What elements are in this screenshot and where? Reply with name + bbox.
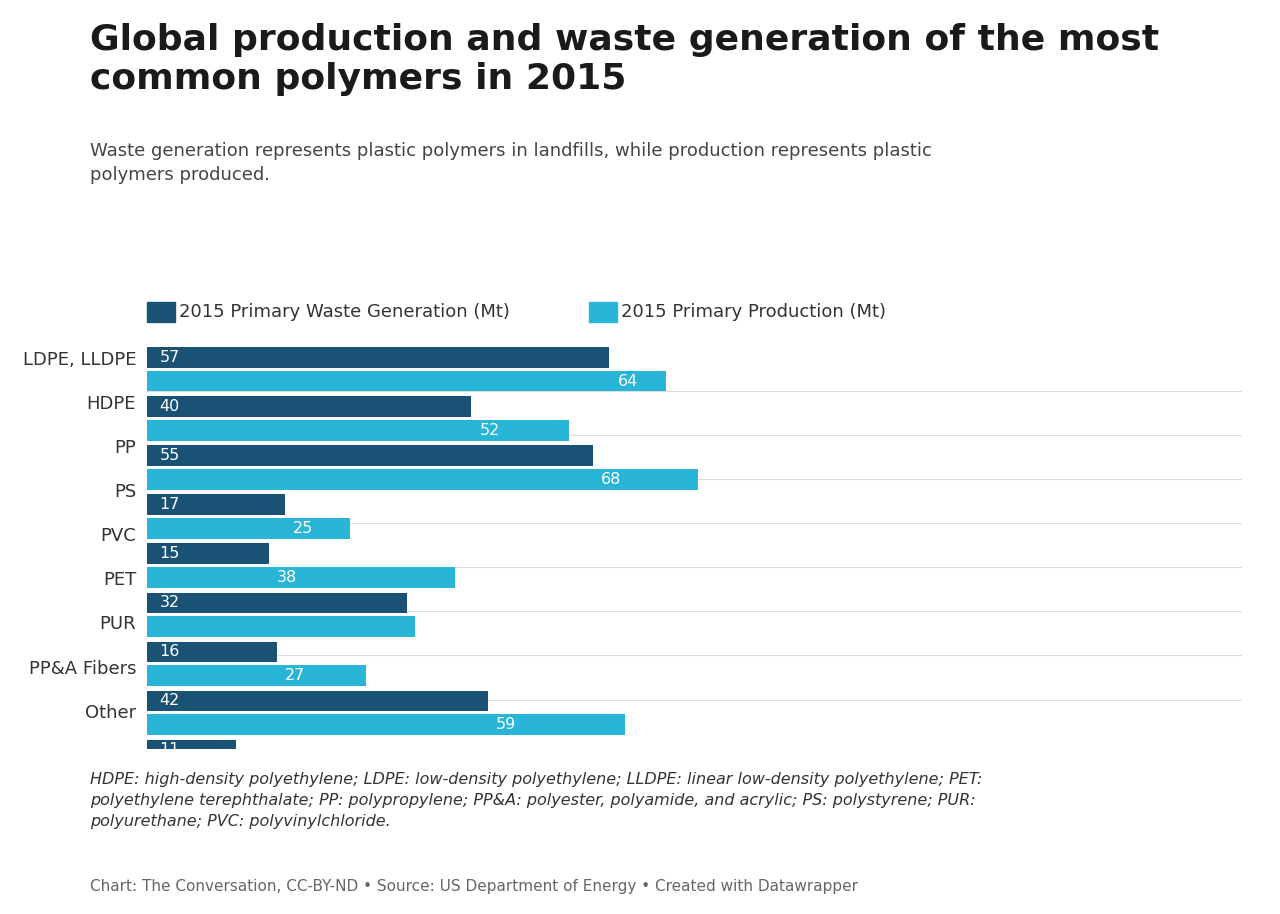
Text: 64: 64 — [617, 374, 637, 388]
Text: 55: 55 — [160, 448, 179, 463]
Text: 32: 32 — [160, 595, 179, 611]
Bar — [147, 616, 415, 637]
Bar — [147, 544, 269, 564]
Text: HDPE: high-density polyethylene; LDPE: low-density polyethylene; LLDPE: linear l: HDPE: high-density polyethylene; LDPE: l… — [90, 772, 982, 829]
Text: 2015 Primary Production (Mt): 2015 Primary Production (Mt) — [621, 303, 886, 321]
Text: Chart: The Conversation, CC-BY-ND • Source: US Department of Energy • Created wi: Chart: The Conversation, CC-BY-ND • Sour… — [90, 879, 858, 894]
Text: 38: 38 — [276, 569, 297, 585]
Bar — [147, 714, 626, 735]
Bar — [147, 420, 568, 441]
Text: 40: 40 — [160, 399, 179, 414]
Text: 16: 16 — [244, 766, 265, 781]
Bar — [147, 445, 593, 466]
Bar — [147, 567, 456, 588]
Bar — [147, 665, 366, 686]
Text: 25: 25 — [293, 521, 314, 536]
Text: 57: 57 — [160, 350, 179, 365]
Bar — [147, 371, 666, 391]
Text: 16: 16 — [160, 644, 179, 659]
Text: 68: 68 — [602, 472, 622, 487]
Bar — [147, 469, 699, 490]
Text: 15: 15 — [160, 547, 179, 561]
Text: Waste generation represents plastic polymers in landfills, while production repr: Waste generation represents plastic poly… — [90, 142, 932, 184]
Bar — [147, 494, 285, 515]
Bar — [147, 642, 276, 662]
Text: 2015 Primary Waste Generation (Mt): 2015 Primary Waste Generation (Mt) — [179, 303, 509, 321]
Bar — [147, 739, 237, 760]
Bar — [147, 518, 349, 538]
Text: 27: 27 — [285, 668, 305, 683]
Text: 17: 17 — [160, 497, 179, 512]
Text: Global production and waste generation of the most
common polymers in 2015: Global production and waste generation o… — [90, 23, 1158, 96]
Text: 42: 42 — [160, 694, 179, 708]
Text: 59: 59 — [495, 717, 516, 732]
Bar — [147, 763, 276, 784]
Text: 33: 33 — [415, 619, 435, 634]
Bar — [147, 691, 488, 711]
Bar — [147, 592, 407, 613]
Text: 11: 11 — [160, 742, 180, 758]
Bar — [147, 397, 471, 417]
Bar — [147, 347, 609, 368]
Text: 52: 52 — [480, 422, 499, 438]
